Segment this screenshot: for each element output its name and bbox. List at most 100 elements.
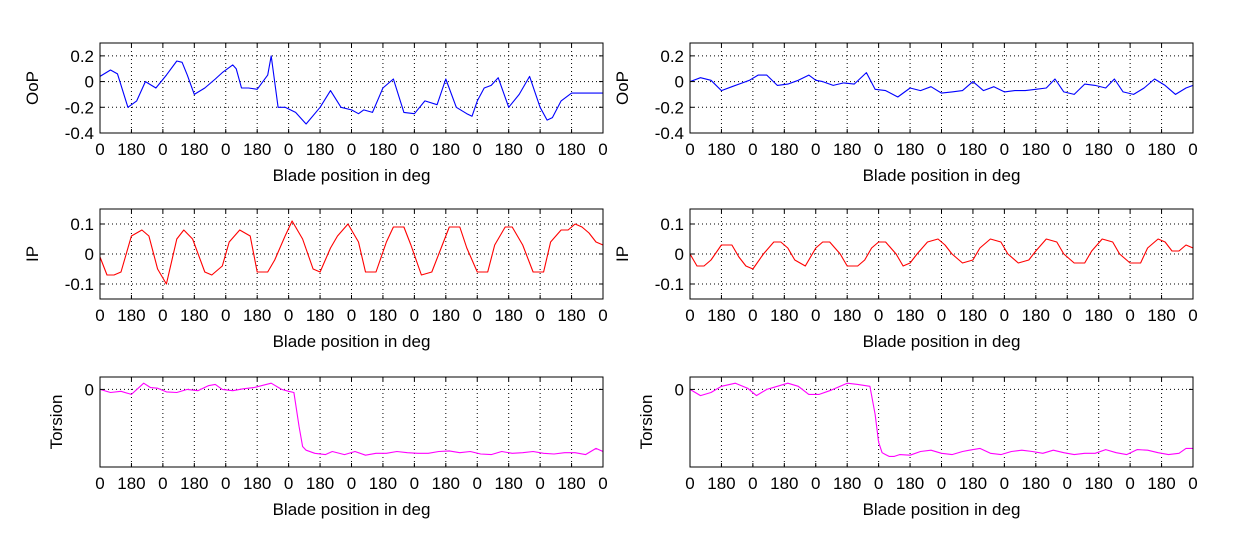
x-tick-label: 180	[1022, 474, 1050, 493]
x-tick-label: 180	[1085, 140, 1113, 159]
x-tick-label: 0	[535, 140, 544, 159]
x-tick-label: 0	[1188, 474, 1197, 493]
y-tick-label: 0.1	[660, 215, 684, 234]
x-tick-label: 180	[770, 306, 798, 325]
series-line-6	[689, 382, 1193, 457]
y-tick-label: 0	[675, 245, 684, 264]
x-tick-label: 180	[495, 474, 523, 493]
x-tick-label: 0	[685, 140, 694, 159]
y-tick-label: 0	[675, 73, 684, 92]
x-tick-label: 0	[284, 306, 293, 325]
x-tick-label: 0	[1063, 474, 1072, 493]
x-tick-label: 0	[1125, 140, 1134, 159]
y-tick-label: 0	[675, 380, 684, 399]
x-tick-label: 0	[221, 140, 230, 159]
x-tick-label: 0	[410, 140, 419, 159]
x-tick-label: 0	[535, 306, 544, 325]
x-tick-label: 180	[432, 140, 460, 159]
y-axis-label: IP	[613, 246, 632, 262]
series-line-1	[99, 55, 603, 125]
x-tick-label: 180	[306, 140, 334, 159]
x-axis-label: Blade position in deg	[863, 500, 1021, 519]
x-tick-label: 180	[896, 474, 924, 493]
x-tick-label: 0	[410, 474, 419, 493]
x-tick-label: 180	[117, 306, 145, 325]
x-tick-label: 0	[598, 306, 607, 325]
x-tick-label: 0	[473, 306, 482, 325]
x-tick-label: 0	[748, 474, 757, 493]
x-tick-label: 0	[410, 306, 419, 325]
x-tick-label: 0	[284, 474, 293, 493]
subplot-grid: 0 180 0 180 0 180 0 180 0 180 0 180 0 180 0 180 0 0.2 0 -0.…	[23, 42, 1198, 519]
series-line-2	[99, 220, 604, 285]
x-tick-label: 0	[748, 140, 757, 159]
x-tick-label: 0	[473, 140, 482, 159]
x-tick-label: 180	[833, 306, 861, 325]
x-tick-label: 180	[833, 140, 861, 159]
subplot-oop-1: 0 180 0 180 0 180 0 180 0 180 0 180 0 180 0 180 00.20-0.…	[23, 42, 608, 185]
x-tick-label: 0	[685, 306, 694, 325]
x-tick-label: 0	[158, 140, 167, 159]
x-tick-label: 0	[937, 474, 946, 493]
y-tick-label: -0.1	[655, 275, 684, 294]
y-tick-label: 0.2	[70, 47, 94, 66]
x-tick-label: 0	[1000, 140, 1009, 159]
x-tick-label: 0	[1188, 140, 1197, 159]
x-tick-label: 180	[557, 474, 585, 493]
x-tick-label: 0	[685, 474, 694, 493]
x-tick-label: 180	[896, 140, 924, 159]
x-tick-label: 180	[959, 140, 987, 159]
x-tick-label: 0	[221, 474, 230, 493]
subplot-ip-2: 0 180 0 180 0 180 0 180 0 180 0 180 0 180 0 180 00.10-0.…	[613, 208, 1198, 351]
y-axis-label: OoP	[613, 71, 632, 105]
x-axis-label: Blade position in deg	[273, 166, 431, 185]
x-tick-label: 180	[180, 474, 208, 493]
y-axis-label: OoP	[23, 71, 42, 105]
x-tick-label: 180	[896, 306, 924, 325]
x-tick-label: 180	[180, 306, 208, 325]
x-tick-label: 0	[347, 306, 356, 325]
x-tick-label: 0	[158, 474, 167, 493]
y-tick-label: -0.1	[65, 275, 94, 294]
y-tick-label: 0.1	[70, 215, 94, 234]
x-tick-label: 180	[369, 474, 397, 493]
x-tick-label: 180	[117, 474, 145, 493]
x-tick-label: 0	[598, 140, 607, 159]
y-axis-label: Torsion	[637, 395, 656, 450]
x-tick-label: 0	[158, 306, 167, 325]
x-tick-label: 180	[959, 306, 987, 325]
x-tick-label: 0	[811, 140, 820, 159]
x-tick-label: 180	[959, 474, 987, 493]
x-tick-label: 0	[1000, 306, 1009, 325]
x-tick-label: 0	[811, 306, 820, 325]
series-line-4	[689, 72, 1194, 98]
y-tick-label: 0	[85, 73, 94, 92]
x-tick-label: 180	[833, 474, 861, 493]
x-tick-label: 0	[221, 306, 230, 325]
x-tick-label: 180	[369, 306, 397, 325]
y-axis-label: Torsion	[47, 395, 66, 450]
x-tick-label: 180	[557, 306, 585, 325]
y-tick-label: -0.2	[655, 98, 684, 117]
x-tick-label: 180	[243, 306, 271, 325]
y-axis-label: IP	[23, 246, 42, 262]
x-tick-label: 180	[770, 140, 798, 159]
x-tick-label: 180	[770, 474, 798, 493]
x-axis-label: Blade position in deg	[863, 332, 1021, 351]
x-tick-label: 0	[1125, 474, 1134, 493]
x-tick-label: 180	[1085, 474, 1113, 493]
x-axis-label: Blade position in deg	[273, 500, 431, 519]
x-tick-label: 0	[95, 474, 104, 493]
x-tick-label: 180	[495, 306, 523, 325]
subplot-ip-1: 0 180 0 180 0 180 0 180 0 180 0 180 0 180 0 180 00.10-0.…	[23, 208, 608, 351]
x-tick-label: 0	[535, 474, 544, 493]
x-tick-label: 180	[306, 474, 334, 493]
x-axis-label: Blade position in deg	[273, 332, 431, 351]
series-line-5	[689, 238, 1194, 270]
x-tick-label: 0	[874, 306, 883, 325]
y-tick-label: 0.2	[660, 47, 684, 66]
x-tick-label: 0	[1063, 306, 1072, 325]
x-tick-label: 180	[1147, 306, 1175, 325]
